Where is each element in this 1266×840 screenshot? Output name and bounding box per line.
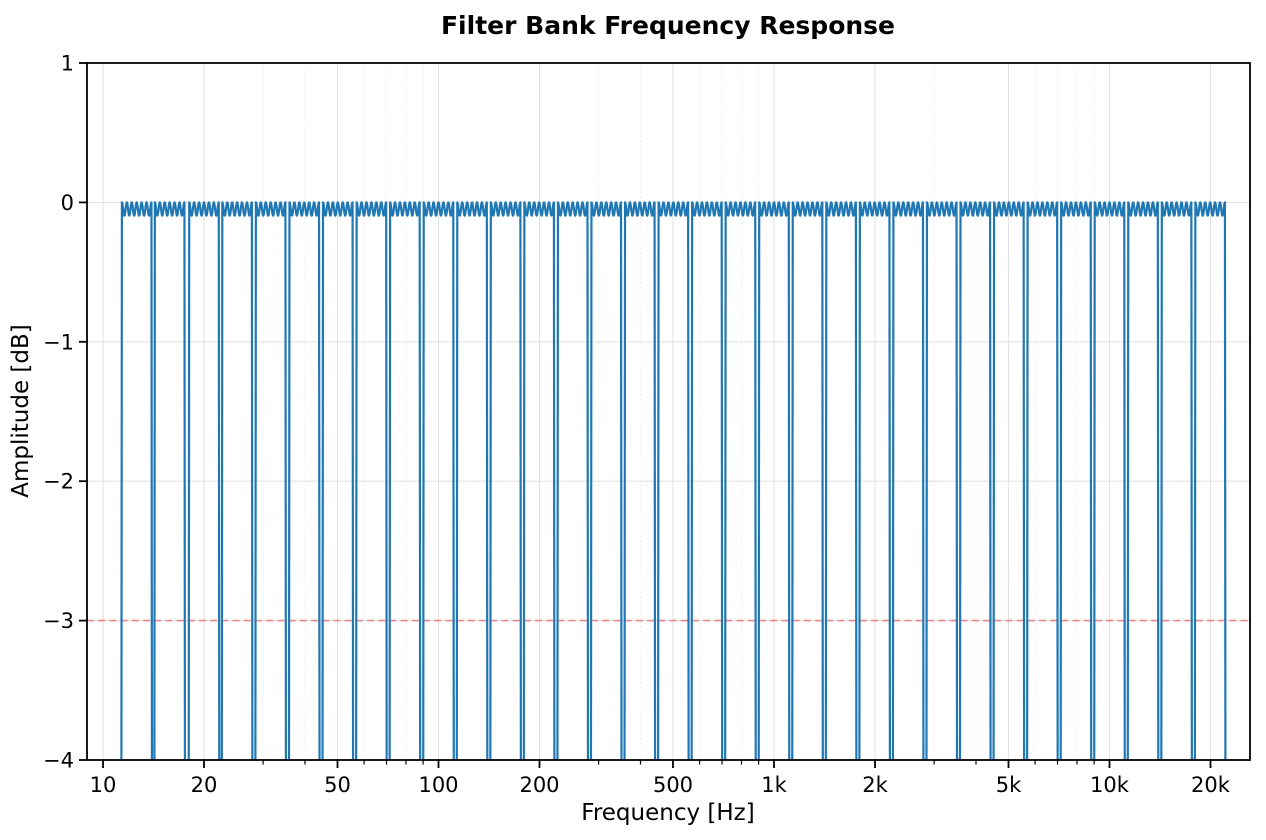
filter-response-curve <box>1126 201 1160 760</box>
filter-response-curve <box>791 201 824 760</box>
filter-response-curve <box>388 201 422 760</box>
filter-response-curve <box>891 201 925 760</box>
filter-response-curve <box>1059 201 1093 760</box>
filter-response-curve <box>925 201 959 760</box>
filter-response-curve <box>858 201 892 760</box>
filter-response-curve <box>724 201 757 760</box>
x-tick-label: 1k <box>761 773 787 797</box>
filter-response-curve <box>589 201 623 760</box>
x-tick-label: 20 <box>191 773 218 797</box>
x-tick-label: 100 <box>418 773 458 797</box>
x-tick-label: 20k <box>1191 773 1231 797</box>
x-tick-label: 200 <box>519 773 559 797</box>
x-tick-label: 500 <box>653 773 693 797</box>
filter-response-curve <box>656 201 690 760</box>
filter-response-curve <box>824 201 858 760</box>
filter-response-curve <box>958 201 992 760</box>
y-tick-label: 1 <box>61 52 74 76</box>
filter-response-curve <box>1026 201 1059 760</box>
filter-response-curve <box>455 201 489 760</box>
filter-response-curve <box>254 201 288 760</box>
filter-response-curve <box>522 201 556 760</box>
filter-response-curve <box>992 201 1026 760</box>
filter-response-curve <box>489 201 522 760</box>
filter-response-curve <box>220 201 254 760</box>
filter-response-curve <box>321 201 355 760</box>
y-tick-label: −3 <box>43 609 74 633</box>
filter-response-curve <box>422 201 455 760</box>
x-tick-label: 2k <box>862 773 888 797</box>
chart-title: Filter Bank Frequency Response <box>441 11 895 40</box>
y-tick-label: −2 <box>43 470 74 494</box>
y-tick-label: 0 <box>61 191 74 215</box>
y-axis-label: Amplitude [dB] <box>8 324 34 498</box>
x-tick-label: 5k <box>996 773 1022 797</box>
filter-response-curve <box>287 201 321 760</box>
x-axis-label: Frequency [Hz] <box>581 800 754 826</box>
filter-response-curve <box>187 201 221 760</box>
filter-response-curve <box>1193 201 1227 760</box>
filter-response-curve <box>623 201 657 760</box>
x-tick-label: 50 <box>324 773 351 797</box>
filter-response-curve <box>355 201 388 760</box>
filter-response-curve <box>153 201 187 760</box>
y-tick-label: −4 <box>43 749 74 773</box>
axes-frame <box>86 62 1251 761</box>
filter-response-curve <box>120 201 154 760</box>
y-tick-label: −1 <box>43 330 74 354</box>
series-layer <box>120 201 1227 760</box>
x-tick-label: 10k <box>1090 773 1130 797</box>
filter-response-curve <box>1093 201 1126 760</box>
x-tick-label: 10 <box>90 773 117 797</box>
filter-response-curve <box>556 201 590 760</box>
filter-response-curve <box>1160 201 1193 760</box>
filter-response-curve <box>757 201 791 760</box>
filter-response-curve <box>690 201 724 760</box>
